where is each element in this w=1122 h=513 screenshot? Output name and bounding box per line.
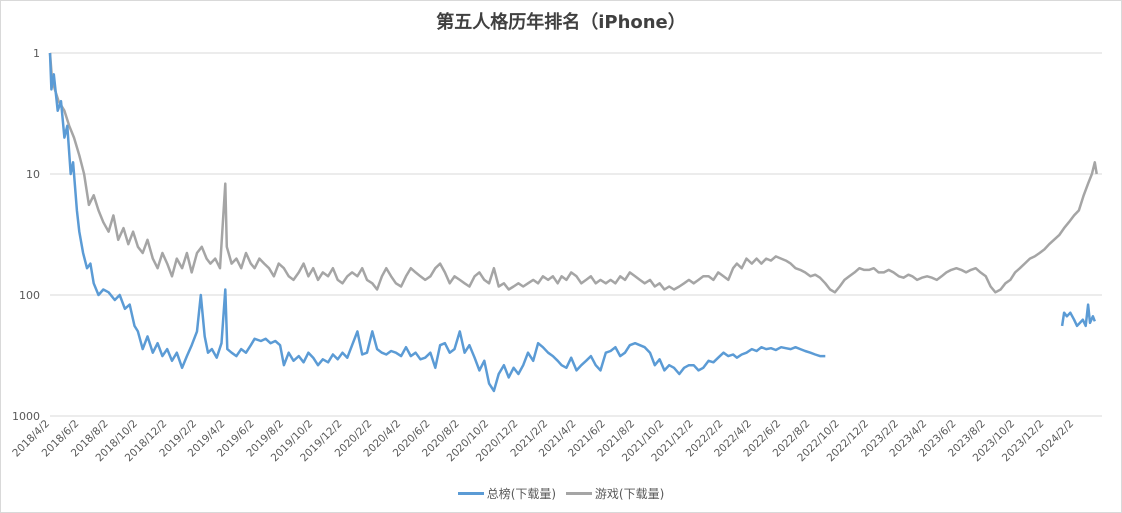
legend-item-games: 游戏(下载量) <box>565 485 665 502</box>
y-tick-label: 10 <box>26 168 40 181</box>
y-tick-label: 1 <box>33 47 40 60</box>
legend-swatch-games <box>565 492 592 495</box>
y-tick-label: 1000 <box>12 410 40 423</box>
legend: 总榜(下载量) 游戏(下载量) <box>0 484 1122 502</box>
legend-item-total: 总榜(下载量) <box>457 485 557 502</box>
series-line-games <box>48 52 1098 294</box>
legend-label-total: 总榜(下载量) <box>486 487 557 501</box>
series-line-total <box>48 52 826 393</box>
series-line-total-segment-2 <box>1060 303 1096 328</box>
chart-title: 第五人格历年排名（iPhone） <box>436 12 686 33</box>
y-tick-label: 100 <box>19 289 40 302</box>
legend-label-games: 游戏(下载量) <box>594 487 665 501</box>
legend-swatch-total <box>457 492 484 495</box>
